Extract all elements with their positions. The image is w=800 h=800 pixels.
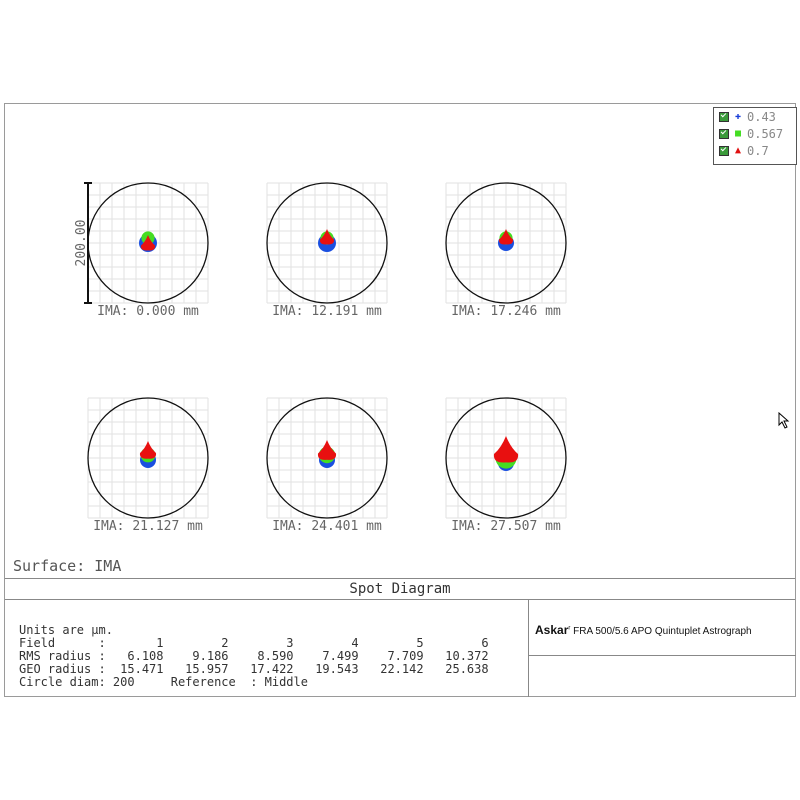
title-block: Askarr FRA 500/5.6 APO Quintuplet Astrog…: [528, 599, 796, 697]
spot-0.7: [317, 440, 337, 460]
spot-0.7: [498, 229, 514, 245]
legend-item[interactable]: ■ 0.567: [714, 125, 796, 142]
field-label: IMA: 27.507 mm: [451, 519, 561, 534]
brand-logo: Askar: [535, 623, 569, 637]
field-row: Field : 1 2 3 4 5 6: [19, 636, 489, 650]
triangle-marker-icon: ▲: [734, 145, 742, 156]
airy-circle: [445, 182, 567, 304]
spot-0.7: [319, 229, 335, 245]
surface-label: Surface: IMA: [13, 557, 122, 575]
info-block: Units are µm. Field : 1 2 3 4 5 6 RMS radi…: [19, 624, 489, 689]
field-label: IMA: 17.246 mm: [451, 304, 561, 319]
field-label: IMA: 21.127 mm: [93, 519, 203, 534]
circle-row: Circle diam: 200 Reference : Middle: [19, 675, 308, 689]
legend: ✚ 0.43 ■ 0.567 ▲ 0.7: [713, 107, 797, 165]
airy-circle: [266, 397, 388, 519]
field-label: IMA: 24.401 mm: [272, 519, 382, 534]
spot-0.7: [140, 235, 156, 251]
legend-label: 0.7: [747, 143, 769, 158]
checkbox[interactable]: [719, 111, 729, 122]
legend-item[interactable]: ✚ 0.43: [714, 108, 796, 125]
mouse-cursor-icon: [778, 412, 790, 429]
spot-0.7: [493, 436, 519, 463]
checkbox[interactable]: [719, 128, 729, 139]
spot-0.7: [139, 441, 157, 459]
field-label: IMA: 12.191 mm: [272, 304, 382, 319]
brand-text: FRA 500/5.6 APO Quintuplet Astrograph: [573, 626, 752, 637]
spot-diagram-window: IMA: 0.000 mm IMA: 12.191 mm IMA: 17.246 m…: [4, 103, 797, 697]
units-text: Units are µm.: [19, 623, 113, 637]
field-label: IMA: 0.000 mm: [97, 304, 199, 319]
rms-row: RMS radius : 6.108 9.186 8.590 7.499 7.7…: [19, 649, 489, 663]
legend-label: 0.567: [747, 126, 784, 141]
scale-label: 200.00: [74, 220, 89, 267]
legend-item[interactable]: ▲ 0.7: [714, 142, 796, 159]
legend-label: 0.43: [747, 109, 776, 124]
square-marker-icon: ■: [734, 128, 742, 139]
geo-row: GEO radius : 15.471 15.957 17.422 19.543…: [19, 662, 489, 676]
brand-caption: Askarr FRA 500/5.6 APO Quintuplet Astrog…: [535, 623, 752, 637]
spot-plot: IMA: 0.000 mm IMA: 12.191 mm IMA: 17.246 m…: [74, 182, 567, 534]
checkbox[interactable]: [719, 145, 729, 156]
airy-circle: [445, 397, 567, 519]
airy-circle: [266, 182, 388, 304]
airy-circle: [87, 397, 209, 519]
diagram-title: Spot Diagram: [5, 578, 795, 600]
plus-marker-icon: ✚: [734, 111, 742, 122]
divider: [529, 655, 796, 656]
